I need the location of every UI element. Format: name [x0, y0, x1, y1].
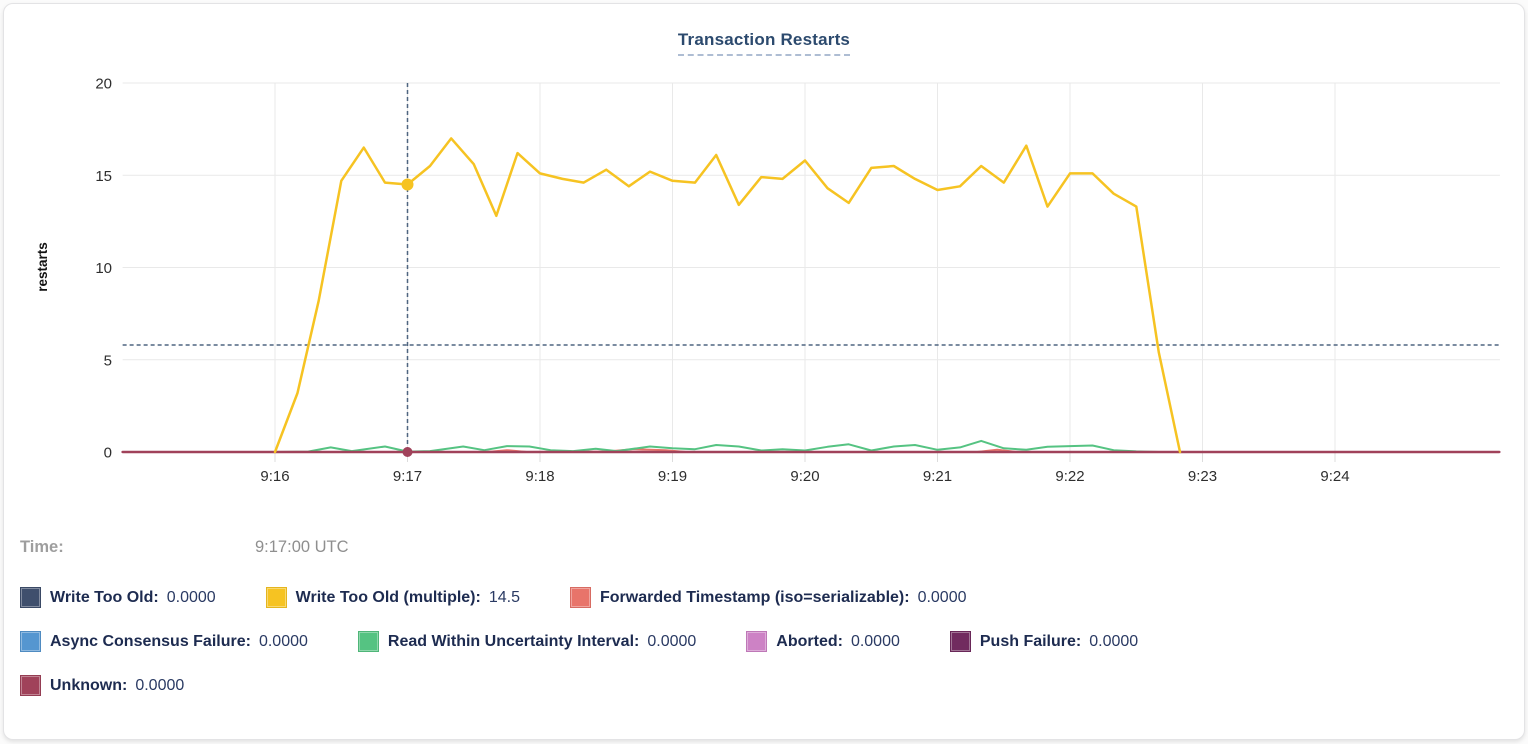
series-line: [274, 439, 1456, 453]
legend-value: 0.0000: [917, 588, 967, 606]
y-tick-label: 20: [95, 76, 112, 93]
time-value: 9:17:00 UTC: [255, 538, 349, 556]
x-tick-label: 9:21: [923, 468, 952, 485]
y-tick-label: 10: [95, 260, 112, 277]
x-tick-label: 9:22: [1055, 468, 1084, 485]
legend-item: Aborted: 0.0000: [746, 631, 900, 652]
chart-canvas[interactable]: 0 5 10 15 20 9:16 9:17 9:18 9:19 9:20 9:21 9:22 9:23…: [4, 4, 1524, 509]
y-tick-label: 0: [104, 445, 112, 462]
legend-label: Read Within Uncertainty Interval:: [387, 632, 640, 650]
legend-label: Unknown:: [50, 676, 128, 694]
legend-value: 0.0000: [1089, 632, 1139, 650]
hover-readout: Time: 9:17:00 UTC Write Too Old: 0.0000 Wri…: [20, 538, 1514, 719]
legend-swatch: [746, 631, 768, 652]
legend-row: Unknown: 0.0000: [20, 675, 1514, 696]
legend-swatch: [20, 675, 41, 696]
legend-value: 14.5: [488, 588, 520, 606]
legend-item: Push Failure: 0.0000: [949, 631, 1139, 652]
legend-value: 0.0000: [135, 676, 185, 694]
legend-swatch: [20, 587, 41, 608]
legend: Write Too Old: 0.0000 Write Too Old (multi…: [20, 587, 1514, 696]
x-tick-label: 9:16: [260, 468, 289, 485]
y-tick-label: 15: [95, 168, 112, 185]
legend-item: Write Too Old (multiple): 14.5: [265, 587, 520, 608]
legend-value: 0.0000: [647, 632, 697, 650]
x-tick-label: 9:17: [393, 468, 422, 485]
legend-label: Forwarded Timestamp (iso=serializable):: [599, 588, 910, 606]
legend-label: Async Consensus Failure:: [50, 632, 251, 650]
legend-label: Aborted:: [776, 632, 843, 650]
legend-row: Write Too Old: 0.0000 Write Too Old (multi…: [20, 587, 1514, 608]
series-line: [121, 448, 1501, 453]
legend-value: 0.0000: [166, 588, 216, 606]
legend-item: Read Within Uncertainty Interval: 0.0000: [357, 631, 697, 652]
legend-swatch: [569, 587, 591, 608]
legend-swatch: [265, 587, 287, 608]
chart-card: 0 5 10 15 20 9:16 9:17 9:18 9:19 9:20 9:21 9:22 9:23…: [3, 3, 1525, 740]
legend-swatch: [20, 631, 41, 652]
x-tick-label: 9:18: [525, 468, 554, 485]
legend-item: Async Consensus Failure: 0.0000: [20, 631, 308, 652]
legend-item: Write Too Old: 0.0000: [20, 587, 216, 608]
legend-label: Write Too Old (multiple):: [295, 588, 481, 606]
legend-label: Push Failure:: [979, 632, 1082, 650]
hover-time-row: Time: 9:17:00 UTC: [20, 538, 1514, 557]
x-tick-label: 9:24: [1320, 468, 1349, 485]
legend-swatch: [357, 631, 379, 652]
chart-title[interactable]: Transaction Restarts: [677, 30, 851, 56]
x-tick-label: 9:20: [790, 468, 819, 485]
y-axis-label: restarts: [35, 242, 50, 292]
legend-value: 0.0000: [258, 632, 308, 650]
x-tick-label: 9:23: [1188, 468, 1217, 485]
legend-row: Async Consensus Failure: 0.0000 Read Withi…: [20, 631, 1514, 652]
legend-label: Write Too Old:: [50, 588, 159, 606]
x-tick-label: 9:19: [658, 468, 687, 485]
legend-item: Forwarded Timestamp (iso=serializable): 0…: [569, 587, 967, 608]
hover-marker-dot: [401, 178, 414, 191]
y-tick-label: 5: [104, 352, 112, 369]
time-label: Time:: [20, 538, 64, 556]
series-line: [273, 137, 1182, 454]
legend-swatch: [949, 631, 971, 652]
legend-item: Unknown: 0.0000: [20, 675, 184, 696]
legend-value: 0.0000: [850, 632, 900, 650]
hover-marker-dot: [402, 447, 413, 457]
